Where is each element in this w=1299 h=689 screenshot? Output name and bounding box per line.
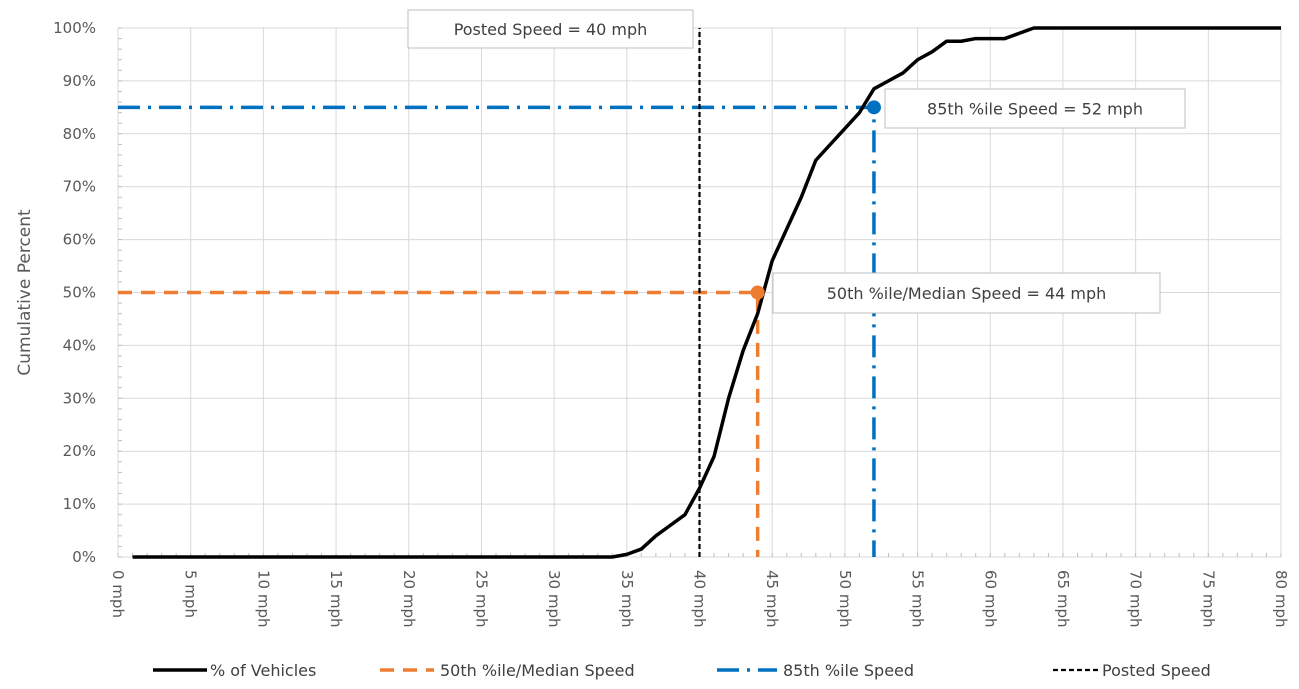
x-tick-label: 45 mph [763, 570, 781, 628]
x-tick-label: 5 mph [182, 570, 200, 618]
legend-item: 85th %ile Speed [717, 661, 914, 680]
y-axis-title: Cumulative Percent [15, 209, 35, 376]
callout-label: 85th %ile Speed = 52 mph [884, 88, 1186, 129]
x-tick-label: 15 mph [327, 570, 345, 628]
y-tick-label: 30% [63, 389, 96, 407]
series-line-of-vehicles [132, 26, 1281, 559]
y-tick-label: 20% [63, 442, 96, 460]
x-tick-labels: 0 mph 5 mph 10 mph 15 mph 20 mph 25 mph 30 mph… [109, 570, 1290, 628]
callout-label: Posted Speed = 40 mph [407, 9, 694, 49]
y-tick-label: 50% [63, 284, 96, 302]
x-tick-label: 70 mph [1127, 570, 1145, 628]
legend-item: Posted Speed [1053, 661, 1211, 680]
x-tick-label: 10 mph [254, 570, 272, 628]
callout-box [407, 9, 694, 49]
data-point-marker [866, 100, 881, 115]
x-tick-label: 50 mph [836, 570, 854, 628]
y-tick-label: 80% [63, 125, 96, 143]
x-tick-label: 0 mph [109, 570, 127, 618]
callouts: Posted Speed = 40 mph 85th %ile Speed = 5… [407, 9, 1186, 314]
x-tick-label: 60 mph [981, 570, 999, 628]
x-tick-label: 20 mph [400, 570, 418, 628]
markers [750, 100, 881, 300]
callout-label: 50th %ile/Median Speed = 44 mph [772, 272, 1161, 314]
x-tick-label: 55 mph [909, 570, 927, 628]
x-tick-label: 30 mph [545, 570, 563, 628]
x-tick-label: 35 mph [618, 570, 636, 628]
series-line-50th-ile-median-speed [118, 290, 760, 557]
legend: % of Vehicles 50th %ile/Median Speed 85th … [153, 661, 1211, 680]
callout-box [884, 88, 1186, 129]
y-tick-label: 100% [53, 19, 96, 37]
callout-text: 50th %ile/Median Speed = 44 mph [827, 284, 1107, 303]
y-tick-label: 40% [63, 336, 96, 354]
x-tick-label: 75 mph [1199, 570, 1217, 628]
legend-label: % of Vehicles [210, 661, 316, 680]
legend-item: 50th %ile/Median Speed [380, 661, 635, 680]
data-point-marker [750, 285, 765, 300]
series-line-85th-ile-speed [118, 105, 876, 557]
x-tick-label: 40 mph [691, 570, 709, 628]
callout-text: 85th %ile Speed = 52 mph [927, 100, 1143, 119]
legend-item: % of Vehicles [153, 661, 316, 680]
x-tick-label: 25 mph [472, 570, 490, 628]
x-tick-label: 80 mph [1272, 570, 1290, 628]
legend-label: 50th %ile/Median Speed [440, 661, 635, 680]
y-tick-label: 60% [63, 231, 96, 249]
y-tick-label: 0% [72, 548, 96, 566]
y-tick-label: 70% [63, 178, 96, 196]
x-tick-label: 65 mph [1054, 570, 1072, 628]
y-tick-labels: 0% 10% 20% 30% 40% 50% 60% 70% 80% 90% 100% [53, 19, 96, 566]
callout-box [772, 272, 1161, 314]
callout-text: Posted Speed = 40 mph [454, 20, 648, 39]
legend-label: Posted Speed [1102, 661, 1211, 680]
y-tick-label: 10% [63, 495, 96, 513]
y-tick-label: 90% [63, 72, 96, 90]
legend-label: 85th %ile Speed [783, 661, 914, 680]
